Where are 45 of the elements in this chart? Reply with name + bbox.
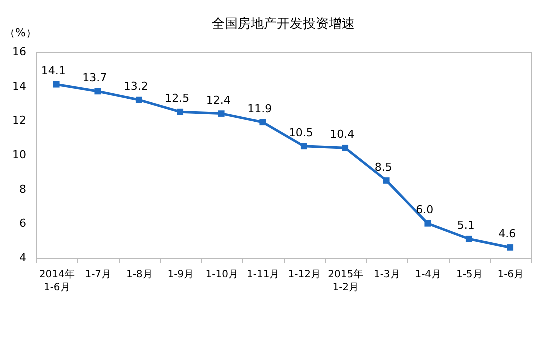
point [507,244,514,251]
data-label: 6.0 [416,204,434,217]
point [424,220,432,227]
x-tick-label: 1-8月 [126,270,153,280]
data-label: 8.5 [374,160,392,174]
point [383,178,390,184]
y-tick-label: 10 [12,148,26,162]
y-axis-title: （%） [4,26,37,40]
point [218,110,225,117]
x-tick-label: 1-5月 [456,270,483,280]
data-label: 11.9 [248,102,272,116]
data-label: 12.5 [165,92,190,106]
point [342,144,349,152]
x-tick-label: 1-4月 [415,270,442,280]
point [260,119,266,126]
y-tick-label: 14 [12,80,26,93]
chart-title: 全国房地产开发投资增速 [212,16,355,32]
y-tick-label: 16 [12,46,26,58]
data-label: 12.4 [206,94,231,107]
x-tick-label: 1-10月 [206,270,238,280]
x-tick-label: 1-3月 [374,270,400,280]
x-tick-label: 2014年 1-6月 [39,268,75,294]
data-label: 4.6 [498,228,516,241]
x-tick-label: 1-11月 [247,270,280,280]
y-tick-label: 8 [20,182,26,196]
data-label: 5.1 [457,219,475,232]
x-tick-label: 1-9月 [168,270,194,280]
point [53,81,60,88]
x-tick-label: 1-7月 [85,270,112,280]
data-label: 10.4 [330,128,355,142]
data-label: 14.1 [41,64,66,78]
data-label: 10.5 [288,126,314,140]
y-tick-label: 6 [20,217,26,230]
point [177,108,184,116]
point [466,236,472,242]
x-tick-label: 2015年 1-2月 [328,268,364,294]
point [94,88,102,95]
point [136,96,142,104]
y-tick-label: 4 [20,252,26,264]
x-tick-label: 1-12月 [288,270,321,280]
y-tick-label: 12 [12,114,26,128]
data-label: 13.7 [82,71,108,84]
data-label: 13.2 [124,80,148,94]
x-tick-label: 1-6月 [498,270,524,280]
point [300,143,308,150]
